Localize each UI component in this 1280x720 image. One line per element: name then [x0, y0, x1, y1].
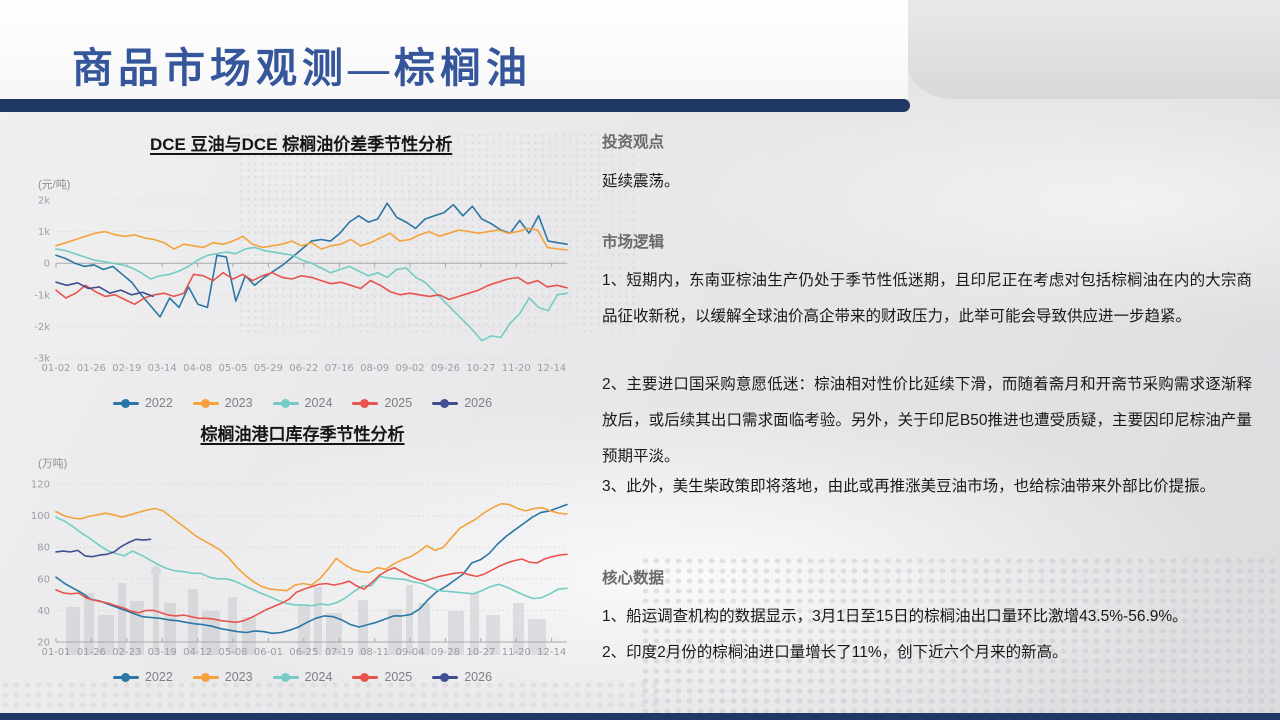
svg-text:06-22: 06-22 — [289, 363, 318, 374]
spread-chart-title: DCE 豆油与DCE 棕榈油价差季节性分析 — [150, 135, 453, 154]
legend-label: 2024 — [304, 670, 333, 684]
inventory-chart-unit-label: (万吨) — [38, 458, 68, 470]
bottom-accent-bar — [0, 713, 1280, 720]
svg-text:20: 20 — [37, 638, 50, 649]
legend-item-2023: 2023 — [192, 670, 253, 684]
legend-label: 2025 — [384, 396, 413, 410]
legend-item-2023: 2023 — [192, 396, 253, 410]
svg-text:09-28: 09-28 — [431, 647, 460, 658]
legend-line-dot-marker — [432, 672, 459, 682]
svg-text:03-19: 03-19 — [148, 647, 177, 658]
svg-text:120: 120 — [31, 480, 50, 491]
svg-text:01-26: 01-26 — [77, 647, 106, 658]
legend-line-dot-marker — [352, 672, 379, 682]
market-logic-point-3: 3、此外，美生柴政策即将落地，由此或再推涨美豆油市场，也给棕油带来外部比价提振。 — [602, 478, 1216, 495]
legend-line-dot-marker — [112, 398, 139, 408]
legend-item-2026: 2026 — [432, 670, 492, 684]
legend-line-dot-marker — [272, 398, 299, 408]
svg-text:-2k: -2k — [34, 322, 50, 333]
svg-text:08-11: 08-11 — [360, 647, 389, 658]
svg-text:06-25: 06-25 — [289, 647, 318, 658]
legend-item-2022: 2022 — [112, 670, 173, 684]
svg-text:04-08: 04-08 — [183, 363, 212, 374]
spread-chart-legend: 2022 2023 2024 2025 2026 — [30, 396, 575, 410]
title-accent-bar — [0, 99, 910, 112]
svg-text:-1k: -1k — [34, 290, 50, 301]
svg-text:80: 80 — [37, 543, 50, 554]
hexagon-dots-pattern — [0, 680, 660, 714]
svg-text:2k: 2k — [38, 196, 50, 207]
investment-view-text: 延续震荡。 — [602, 173, 680, 190]
svg-text:07-16: 07-16 — [325, 363, 354, 374]
svg-text:01-26: 01-26 — [77, 363, 106, 374]
svg-text:09-02: 09-02 — [396, 363, 425, 374]
inventory-chart-legend: 2022 2023 2024 2025 2026 — [30, 670, 575, 684]
legend-label: 2022 — [144, 396, 173, 410]
legend-label: 2023 — [224, 396, 253, 410]
header-band — [0, 0, 908, 99]
svg-text:11-20: 11-20 — [502, 647, 531, 658]
svg-text:04-12: 04-12 — [183, 647, 212, 658]
legend-label: 2024 — [304, 396, 333, 410]
legend-line-dot-marker — [112, 672, 139, 682]
legend-item-2024: 2024 — [272, 670, 333, 684]
svg-text:05-08: 05-08 — [218, 647, 247, 658]
svg-text:60: 60 — [37, 574, 50, 585]
page-title: 商品市场观测—棕榈油 — [72, 45, 532, 91]
svg-text:03-14: 03-14 — [148, 363, 177, 374]
market-logic-point-1: 1、短期内，东南亚棕油生产仍处于季节性低迷期，且印尼正在考虑对包括棕榈油在内的大… — [602, 272, 1252, 325]
header-corner-shape — [908, 0, 1280, 99]
core-data-point-2: 2、印度2月份的棕榈油进口量增长了11%，创下近六个月来的新高。 — [602, 644, 1068, 661]
legend-item-2026: 2026 — [432, 396, 492, 410]
legend-label: 2026 — [464, 670, 493, 684]
legend-item-2025: 2025 — [352, 396, 412, 410]
svg-text:12-14: 12-14 — [537, 647, 566, 658]
svg-text:09-26: 09-26 — [431, 363, 460, 374]
svg-text:05-29: 05-29 — [254, 363, 283, 374]
svg-text:10-27: 10-27 — [466, 363, 495, 374]
legend-item-2025: 2025 — [352, 670, 412, 684]
legend-label: 2023 — [224, 670, 253, 684]
svg-text:40: 40 — [37, 606, 50, 617]
spread-chart-unit-label: (元/吨) — [38, 179, 71, 191]
svg-text:100: 100 — [31, 511, 50, 522]
market-logic-point-2: 2、主要进口国采购意愿低迷：棕油相对性价比延续下滑，而随着斋月和开斋节采购需求逐… — [602, 376, 1252, 465]
legend-line-dot-marker — [432, 398, 459, 408]
legend-line-dot-marker — [192, 672, 219, 682]
svg-text:0: 0 — [44, 259, 50, 270]
svg-text:05-05: 05-05 — [218, 363, 247, 374]
svg-text:1k: 1k — [38, 227, 50, 238]
svg-text:11-20: 11-20 — [502, 363, 531, 374]
section-heading-investment-view: 投资观点 — [602, 134, 665, 151]
svg-text:-3k: -3k — [34, 354, 50, 365]
svg-text:02-23: 02-23 — [112, 647, 141, 658]
legend-label: 2025 — [384, 670, 413, 684]
legend-label: 2026 — [464, 396, 493, 410]
svg-text:01-01: 01-01 — [41, 647, 70, 658]
svg-text:01-02: 01-02 — [41, 363, 70, 374]
legend-item-2024: 2024 — [272, 396, 333, 410]
section-heading-market-logic: 市场逻辑 — [602, 234, 665, 251]
svg-text:09-04: 09-04 — [396, 647, 425, 658]
legend-line-dot-marker — [352, 398, 379, 408]
svg-text:07-19: 07-19 — [325, 647, 354, 658]
legend-line-dot-marker — [272, 672, 299, 682]
section-heading-core-data: 核心数据 — [602, 570, 665, 587]
svg-text:02-19: 02-19 — [112, 363, 141, 374]
svg-text:08-09: 08-09 — [360, 363, 389, 374]
svg-text:06-01: 06-01 — [254, 647, 283, 658]
legend-label: 2022 — [144, 670, 173, 684]
core-data-point-1: 1、船运调查机构的数据显示，3月1日至15日的棕榈油出口量环比激增43.5%-5… — [602, 608, 1188, 625]
legend-line-dot-marker — [192, 398, 219, 408]
legend-item-2022: 2022 — [112, 396, 173, 410]
svg-text:10-27: 10-27 — [466, 647, 495, 658]
svg-text:12-14: 12-14 — [537, 363, 566, 374]
inventory-chart-title: 棕榈油港口库存季节性分析 — [200, 425, 405, 444]
